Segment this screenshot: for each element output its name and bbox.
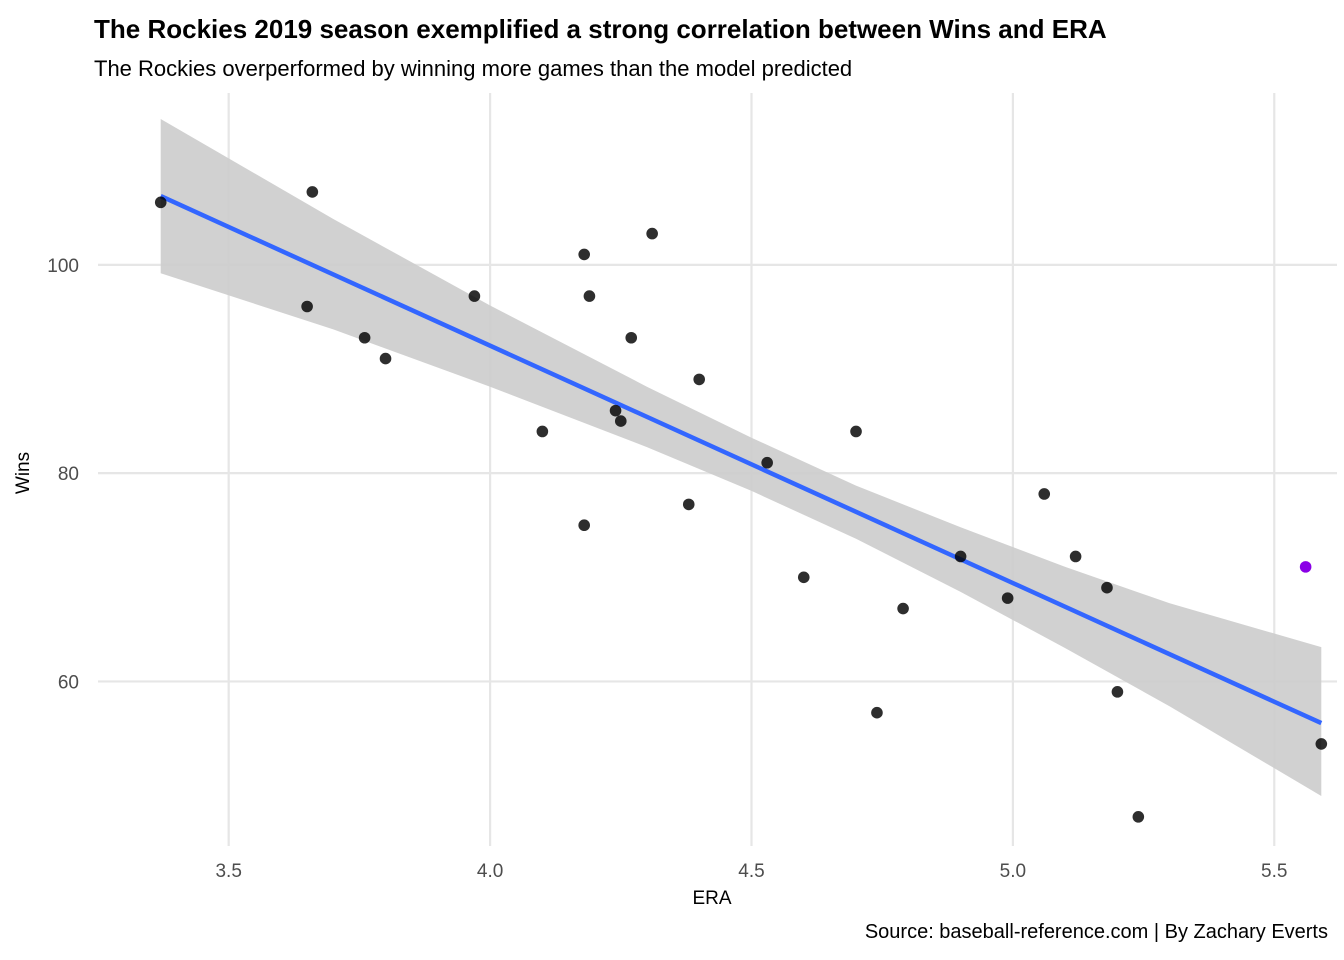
data-point [468,290,481,302]
data-point [797,571,810,584]
data-point [625,331,638,344]
regression-line [159,194,1323,726]
chart-title: The Rockies 2019 season exemplified a st… [94,14,1107,44]
x-axis-label: ERA [692,888,731,909]
data-point [871,706,883,719]
data-point [609,404,622,417]
data-point [1069,550,1082,563]
data-point [379,352,392,365]
data-point [1315,738,1328,750]
x-tick-label: 4.0 [477,861,503,882]
x-tick-label: 5.5 [1261,861,1287,882]
chart-subtitle: The Rockies overperformed by winning mor… [94,56,853,81]
y-tick-label: 80 [58,464,79,485]
data-point [306,186,319,198]
data-point [578,519,590,532]
y-axis-label: Wins [13,452,34,494]
data-point [583,290,596,302]
data-point [646,227,658,240]
data-point [682,498,695,511]
data-point [1038,488,1051,500]
data-point [693,373,706,386]
data-point [850,425,862,438]
data-point [954,550,967,563]
x-axis-ticks: 3.5 4.0 4.5 5.0 5.5 [215,861,1287,882]
x-tick-label: 3.5 [215,861,241,882]
data-point [358,331,371,344]
data-point [1132,811,1145,823]
y-tick-label: 60 [58,672,79,693]
data-point [536,425,549,438]
data-point [1001,592,1014,604]
data-point [1111,686,1124,698]
data-point [1101,581,1113,594]
chart-caption: Source: baseball-reference.com | By Zach… [864,921,1328,943]
highlighted-data-point [1299,561,1312,573]
y-tick-label: 100 [47,256,79,277]
y-axis-ticks: 60 80 100 [47,256,79,694]
regression-line-group [159,194,1323,726]
data-point [154,196,167,209]
x-tick-label: 5.0 [1000,861,1026,882]
data-point [301,300,313,313]
data-point [761,456,773,469]
data-point [897,602,909,615]
data-point [614,415,627,427]
x-tick-label: 4.5 [738,861,764,882]
data-point [578,248,590,261]
data-points [154,186,1328,823]
